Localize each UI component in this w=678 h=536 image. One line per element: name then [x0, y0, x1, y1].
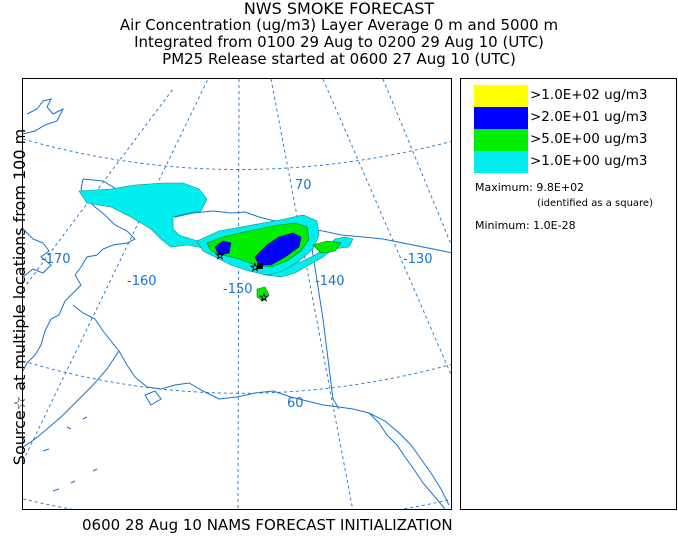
graticule — [23, 79, 451, 509]
lon-130-line — [322, 79, 451, 376]
kodiak-island — [144, 390, 162, 406]
lon-170-label: -170 — [41, 252, 71, 267]
release-info: PM25 Release started at 0600 27 Aug 10 (… — [162, 50, 516, 68]
legend-swatch-yellow — [474, 85, 528, 107]
lat-60-line — [23, 360, 451, 394]
title-block: NWS SMOKE FORECAST Air Concentration (ug… — [0, 0, 678, 68]
legend-label: >1.0E+00 ug/m3 — [530, 153, 648, 169]
footer-initialization: 0600 28 Aug 10 NAMS FORECAST INITIALIZAT… — [82, 516, 453, 534]
legend-swatch-blue — [474, 107, 528, 129]
lon-120-line — [382, 79, 451, 246]
source-star-2: ☆ — [250, 261, 260, 274]
lon-150-line — [237, 79, 240, 509]
chukotka-coast — [23, 228, 52, 278]
source-star-1: ☆ — [215, 249, 225, 262]
alaska-canada-border — [308, 228, 340, 410]
lat-70-line — [23, 138, 451, 170]
lon-130-label: -130 — [403, 252, 433, 267]
legend-label: >1.0E+02 ug/m3 — [530, 87, 648, 103]
legend-swatch-cyan — [474, 151, 528, 173]
integration-period: Integrated from 0100 29 Aug to 0200 29 A… — [134, 33, 544, 51]
plume-blue-west — [214, 240, 232, 256]
lon-160-label: -160 — [127, 274, 157, 289]
map-svg: ☆ ☆ ☆ -170 -160 -150 -140 -130 70 60 — [23, 79, 451, 509]
plume-green-east — [312, 240, 342, 254]
legend-label: >2.0E+01 ug/m3 — [530, 109, 648, 125]
west-coast — [23, 178, 136, 372]
plume-south-patch — [256, 286, 270, 302]
coastlines — [23, 98, 451, 509]
source-markers: ☆ ☆ ☆ — [215, 249, 270, 305]
plume-blue-east — [254, 232, 302, 266]
maximum-note: (identified as a square) — [537, 198, 653, 209]
lat-50-line — [23, 498, 451, 509]
maximum-square — [257, 263, 263, 269]
forecast-title: NWS SMOKE FORECAST — [243, 0, 435, 18]
siberia-coast — [23, 98, 65, 135]
source-star-3: ☆ — [259, 291, 269, 304]
smoke-plume — [78, 182, 354, 302]
legend-panel: >1.0E+02 ug/m3 >2.0E+01 ug/m3 >5.0E+00 u… — [460, 78, 677, 510]
aleutian-islands — [42, 416, 98, 492]
minimum-value: Minimum: 1.0E-28 — [475, 219, 576, 232]
canada-coast — [322, 230, 451, 254]
southeast-alaska — [368, 412, 446, 509]
lon-140-line — [270, 79, 354, 509]
lat-60-label: 60 — [287, 396, 304, 411]
lat-70-label: 70 — [295, 178, 312, 193]
legend-swatch-green — [474, 129, 528, 151]
southwest-coast — [72, 304, 450, 506]
lon-160-line — [23, 79, 209, 462]
legend-label: >5.0E+00 ug/m3 — [530, 131, 648, 147]
lon-150-label: -150 — [223, 282, 253, 297]
concentration-subtitle: Air Concentration (ug/m3) Layer Average … — [119, 16, 559, 34]
peninsula-coast — [23, 350, 120, 448]
lon-140-label: -140 — [315, 274, 345, 289]
maximum-value: Maximum: 9.8E+02 — [475, 181, 585, 194]
map-panel[interactable]: ☆ ☆ ☆ -170 -160 -150 -140 -130 70 60 — [22, 78, 452, 510]
